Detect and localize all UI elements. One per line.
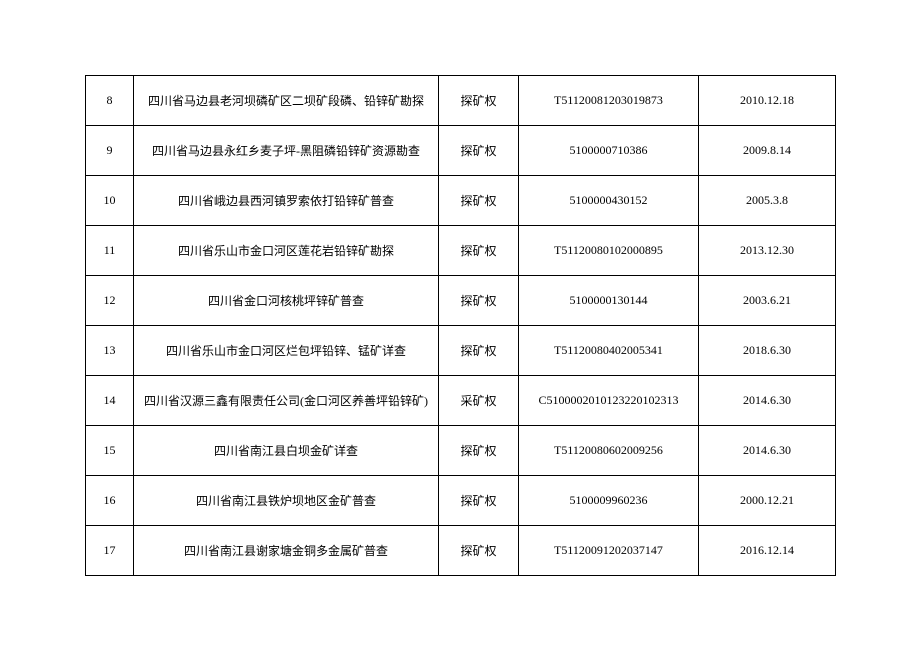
cell-name: 四川省马边县永红乡麦子坪-黑阻磷铅锌矿资源勘查 [134, 126, 439, 176]
cell-name: 四川省南江县白坝金矿详查 [134, 426, 439, 476]
cell-date: 2000.12.21 [699, 476, 836, 526]
cell-date: 2014.6.30 [699, 376, 836, 426]
cell-type: 探矿权 [439, 426, 519, 476]
cell-code: C5100002010123220102313 [519, 376, 699, 426]
cell-name: 四川省乐山市金口河区烂包坪铅锌、锰矿详查 [134, 326, 439, 376]
cell-type: 探矿权 [439, 76, 519, 126]
cell-name: 四川省南江县谢家塘金铜多金属矿普查 [134, 526, 439, 576]
cell-date: 2003.6.21 [699, 276, 836, 326]
table-row: 17 四川省南江县谢家塘金铜多金属矿普查 探矿权 T51120091202037… [86, 526, 836, 576]
mining-rights-table: 8 四川省马边县老河坝磷矿区二坝矿段磷、铅锌矿勘探 探矿权 T511200812… [85, 75, 836, 576]
cell-date: 2010.12.18 [699, 76, 836, 126]
cell-code: 5100009960236 [519, 476, 699, 526]
cell-code: T51120080102000895 [519, 226, 699, 276]
cell-name: 四川省峨边县西河镇罗索依打铅锌矿普查 [134, 176, 439, 226]
cell-type: 探矿权 [439, 526, 519, 576]
cell-type: 探矿权 [439, 126, 519, 176]
cell-code: 5100000130144 [519, 276, 699, 326]
cell-index: 16 [86, 476, 134, 526]
table-row: 15 四川省南江县白坝金矿详查 探矿权 T51120080602009256 2… [86, 426, 836, 476]
cell-index: 10 [86, 176, 134, 226]
cell-index: 8 [86, 76, 134, 126]
cell-name: 四川省金口河核桃坪锌矿普查 [134, 276, 439, 326]
cell-code: T51120081203019873 [519, 76, 699, 126]
cell-date: 2013.12.30 [699, 226, 836, 276]
cell-date: 2018.6.30 [699, 326, 836, 376]
cell-index: 9 [86, 126, 134, 176]
table-row: 11 四川省乐山市金口河区莲花岩铅锌矿勘探 探矿权 T5112008010200… [86, 226, 836, 276]
cell-type: 探矿权 [439, 226, 519, 276]
table-row: 16 四川省南江县铁炉坝地区金矿普查 探矿权 5100009960236 200… [86, 476, 836, 526]
cell-index: 17 [86, 526, 134, 576]
cell-date: 2005.3.8 [699, 176, 836, 226]
cell-index: 13 [86, 326, 134, 376]
cell-code: 5100000430152 [519, 176, 699, 226]
table-body: 8 四川省马边县老河坝磷矿区二坝矿段磷、铅锌矿勘探 探矿权 T511200812… [86, 76, 836, 576]
cell-type: 采矿权 [439, 376, 519, 426]
cell-name: 四川省南江县铁炉坝地区金矿普查 [134, 476, 439, 526]
table-row: 8 四川省马边县老河坝磷矿区二坝矿段磷、铅锌矿勘探 探矿权 T511200812… [86, 76, 836, 126]
cell-code: T51120091202037147 [519, 526, 699, 576]
cell-date: 2014.6.30 [699, 426, 836, 476]
cell-index: 12 [86, 276, 134, 326]
table-row: 9 四川省马边县永红乡麦子坪-黑阻磷铅锌矿资源勘查 探矿权 5100000710… [86, 126, 836, 176]
cell-type: 探矿权 [439, 176, 519, 226]
cell-type: 探矿权 [439, 326, 519, 376]
cell-name: 四川省乐山市金口河区莲花岩铅锌矿勘探 [134, 226, 439, 276]
cell-index: 15 [86, 426, 134, 476]
cell-code: T51120080402005341 [519, 326, 699, 376]
table-row: 10 四川省峨边县西河镇罗索依打铅锌矿普查 探矿权 5100000430152 … [86, 176, 836, 226]
cell-index: 11 [86, 226, 134, 276]
table-row: 12 四川省金口河核桃坪锌矿普查 探矿权 5100000130144 2003.… [86, 276, 836, 326]
cell-date: 2016.12.14 [699, 526, 836, 576]
table-row: 14 四川省汉源三鑫有限责任公司(金口河区养善坪铅锌矿) 采矿权 C510000… [86, 376, 836, 426]
cell-code: T51120080602009256 [519, 426, 699, 476]
cell-date: 2009.8.14 [699, 126, 836, 176]
cell-index: 14 [86, 376, 134, 426]
cell-type: 探矿权 [439, 476, 519, 526]
cell-name: 四川省汉源三鑫有限责任公司(金口河区养善坪铅锌矿) [134, 376, 439, 426]
cell-code: 5100000710386 [519, 126, 699, 176]
cell-type: 探矿权 [439, 276, 519, 326]
cell-name: 四川省马边县老河坝磷矿区二坝矿段磷、铅锌矿勘探 [134, 76, 439, 126]
table-row: 13 四川省乐山市金口河区烂包坪铅锌、锰矿详查 探矿权 T51120080402… [86, 326, 836, 376]
